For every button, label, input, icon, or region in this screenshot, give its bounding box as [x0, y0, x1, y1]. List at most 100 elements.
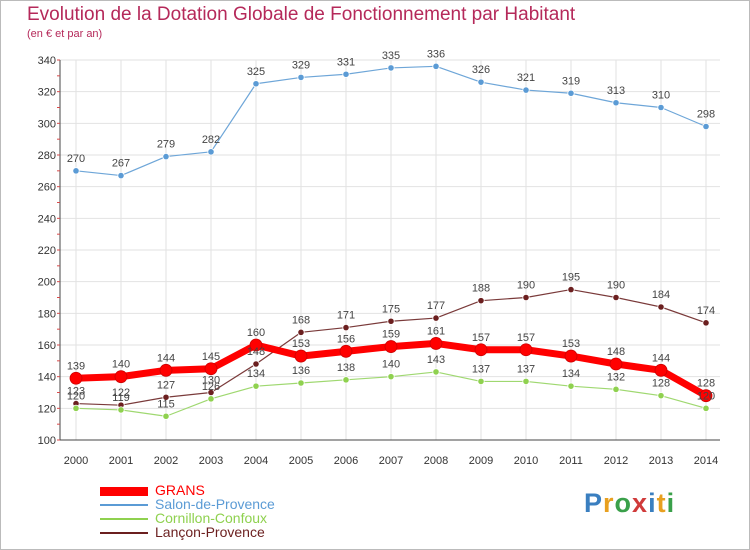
data-point: [699, 389, 713, 403]
legend-swatch: [100, 487, 148, 496]
data-point: [297, 379, 305, 387]
data-label: 161: [427, 325, 445, 337]
data-label: 145: [202, 351, 220, 363]
data-point: [702, 404, 710, 412]
data-label: 153: [292, 338, 310, 350]
data-label: 120: [67, 390, 85, 402]
data-point: [432, 314, 440, 322]
data-label: 168: [292, 314, 310, 326]
data-label: 190: [607, 280, 625, 292]
data-point: [474, 343, 488, 357]
logo-letter: o: [614, 488, 633, 518]
data-point: [657, 303, 665, 311]
data-point: [72, 167, 80, 175]
data-label: 157: [472, 332, 490, 344]
legend-swatch: [100, 532, 148, 534]
data-label: 270: [67, 153, 85, 165]
data-point: [252, 360, 260, 368]
data-point: [477, 78, 485, 86]
logo-letter: r: [603, 488, 615, 518]
data-point: [657, 392, 665, 400]
data-label: 336: [427, 48, 445, 60]
data-point: [252, 382, 260, 390]
data-point: [339, 344, 353, 358]
data-label: 329: [292, 59, 310, 71]
legend-label: Lançon-Provence: [155, 524, 265, 540]
x-tick-label: 2001: [109, 455, 133, 467]
data-point: [567, 382, 575, 390]
data-point: [384, 340, 398, 353]
data-point: [207, 148, 215, 156]
x-tick-label: 2000: [64, 455, 88, 467]
data-point: [297, 328, 305, 336]
data-label: 148: [607, 346, 625, 358]
data-label: 279: [157, 139, 175, 151]
data-label: 325: [247, 66, 265, 78]
data-point: [432, 62, 440, 70]
logo-letter: x: [632, 488, 649, 518]
data-point: [162, 393, 170, 401]
data-point: [519, 343, 533, 357]
proxiti-logo: Proxiti: [584, 488, 675, 519]
y-tick-label: 160: [38, 340, 56, 352]
data-label: 188: [472, 283, 490, 295]
data-label: 159: [382, 329, 400, 341]
data-point: [477, 377, 485, 386]
data-point: [342, 323, 350, 332]
data-label: 115: [157, 398, 175, 410]
data-point: [249, 338, 263, 352]
data-point: [297, 73, 305, 82]
data-label: 138: [337, 362, 355, 374]
x-tick-label: 2007: [379, 455, 403, 467]
data-label: 136: [292, 365, 310, 377]
data-label: 137: [472, 363, 490, 375]
data-label: 126: [202, 381, 220, 393]
data-point: [114, 370, 128, 384]
data-label: 171: [337, 310, 355, 322]
logo-letter: t: [656, 488, 667, 518]
y-tick-label: 320: [38, 87, 56, 99]
chart-subtitle: (en € et par an): [27, 28, 103, 40]
data-label: 132: [607, 371, 625, 383]
data-label: 128: [652, 378, 670, 390]
x-tick-label: 2013: [649, 455, 673, 467]
data-label: 140: [382, 359, 400, 371]
data-label: 313: [607, 85, 625, 97]
data-label: 144: [157, 352, 175, 364]
data-point: [567, 285, 575, 294]
legend-label: GRANS: [155, 482, 205, 498]
data-label: 175: [382, 303, 400, 315]
data-point: [609, 357, 623, 371]
data-label: 184: [652, 289, 670, 301]
data-label: 310: [652, 90, 670, 102]
x-tick-label: 2004: [244, 455, 268, 467]
data-point: [567, 89, 575, 97]
data-point: [252, 80, 260, 88]
data-label: 130: [202, 375, 220, 387]
data-point: [702, 319, 710, 327]
data-point: [342, 376, 350, 384]
legend-label: Cornillon-Confoux: [155, 510, 268, 526]
x-tick-label: 2011: [559, 455, 583, 467]
data-label: 123: [67, 386, 85, 398]
data-label: 122: [112, 387, 130, 399]
data-point: [207, 395, 215, 403]
legend-swatch: [100, 518, 148, 520]
data-point: [612, 293, 620, 302]
y-tick-label: 180: [38, 308, 56, 320]
y-tick-label: 100: [38, 435, 56, 447]
y-tick-label: 340: [38, 55, 56, 67]
data-label: 195: [562, 272, 580, 284]
data-point: [612, 385, 620, 393]
data-point: [387, 373, 395, 381]
data-point: [522, 86, 530, 94]
data-point: [522, 377, 530, 386]
data-label: 143: [427, 354, 445, 366]
data-point: [204, 362, 218, 376]
logo-letter: i: [648, 488, 657, 518]
data-point: [429, 337, 443, 350]
data-label: 267: [112, 158, 130, 170]
logo-letter: P: [584, 488, 604, 518]
data-label: 321: [517, 72, 535, 84]
data-label: 326: [472, 64, 490, 76]
